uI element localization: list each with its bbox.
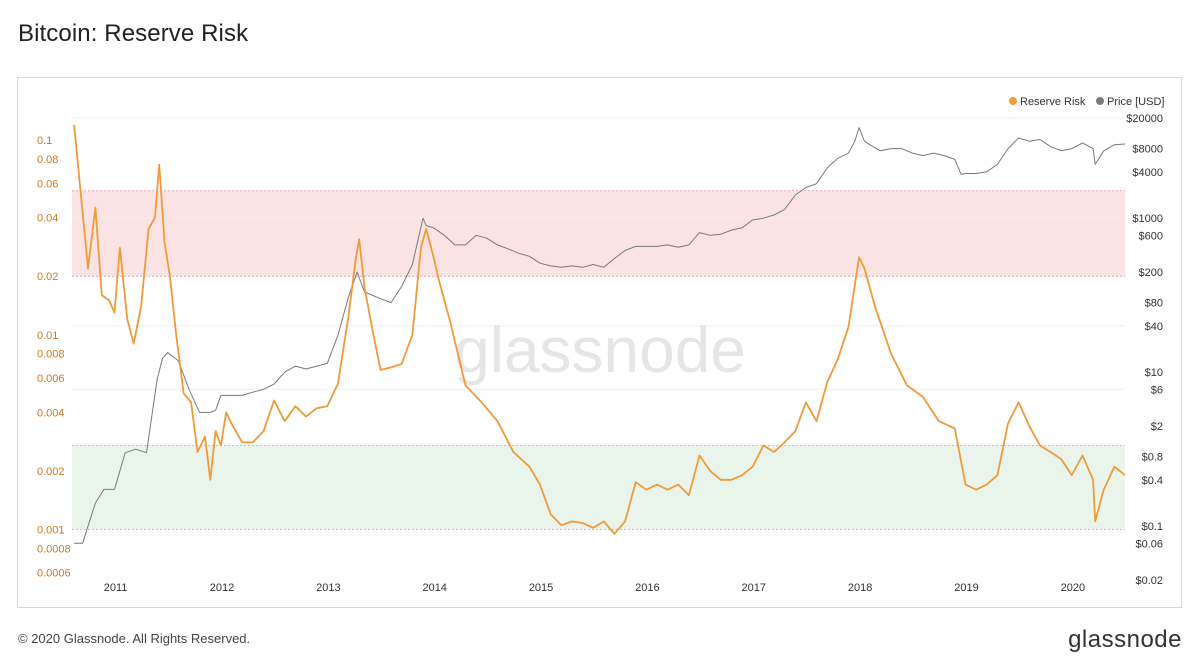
x-tick-label: 2014 (422, 582, 446, 594)
left-tick-label: 0.001 (37, 524, 65, 536)
left-tick-label: 0.06 (37, 178, 58, 190)
x-tick-label: 2017 (742, 582, 766, 594)
right-tick-label: $0.06 (1135, 538, 1163, 550)
right-tick-label: $200 (1139, 267, 1163, 279)
right-tick-label: $600 (1139, 230, 1163, 242)
left-tick-label: 0.1 (37, 135, 52, 147)
price-series-line (74, 127, 1126, 544)
left-tick-label: 0.008 (37, 349, 65, 361)
right-tick-label: $8000 (1132, 144, 1163, 156)
right-tick-label: $1000 (1132, 213, 1163, 225)
legend-price-swatch (1096, 97, 1104, 105)
legend: Reserve Risk Price [USD] (1009, 96, 1164, 108)
x-tick-label: 2016 (635, 582, 659, 594)
gridlines (72, 117, 1125, 527)
left-tick-label: 0.0008 (37, 543, 71, 555)
watermark: glassnode (454, 314, 746, 386)
left-tick-label: 0.08 (37, 154, 58, 166)
left-axis-ticks: 0.1 0.08 0.06 0.04 0.02 0.01 0.008 0.006 0.004 0.… (37, 135, 71, 579)
right-tick-label: $80 (1145, 298, 1163, 310)
left-tick-label: 0.02 (37, 271, 58, 283)
right-tick-label: $10 (1145, 367, 1163, 379)
legend-reserve-risk-swatch (1009, 97, 1017, 105)
right-tick-label: $20000 (1126, 113, 1163, 125)
low-risk-band (72, 445, 1125, 530)
reserve-risk-series-line (73, 124, 1126, 535)
x-tick-label: 2018 (848, 582, 872, 594)
copyright-footer: © 2020 Glassnode. All Rights Reserved. (18, 631, 251, 646)
chart-frame (17, 77, 1182, 608)
right-tick-label: $0.1 (1142, 521, 1163, 533)
right-tick-label: $2 (1151, 421, 1163, 433)
right-tick-label: $6 (1151, 384, 1163, 396)
left-tick-label: 0.04 (37, 213, 58, 225)
right-axis-ticks: $20000 $8000 $4000 $1000 $600 $200 $80 $40 $10 $6… (1126, 113, 1163, 587)
left-tick-label: 0.004 (37, 407, 65, 419)
x-tick-label: 2012 (210, 582, 234, 594)
right-tick-label: $40 (1145, 321, 1163, 333)
page-title: Bitcoin: Reserve Risk (18, 20, 249, 47)
high-risk-band (72, 190, 1125, 277)
x-tick-label: 2013 (316, 582, 340, 594)
legend-reserve-risk-label[interactable]: Reserve Risk (1020, 96, 1086, 108)
legend-price-label[interactable]: Price [USD] (1107, 96, 1164, 108)
x-tick-label: 2020 (1061, 582, 1085, 594)
left-tick-label: 0.01 (37, 330, 58, 342)
left-tick-label: 0.006 (37, 373, 65, 385)
brand-logo-text: glassnode (1068, 626, 1182, 653)
right-tick-label: $0.4 (1142, 475, 1163, 487)
left-tick-label: 0.002 (37, 466, 65, 478)
x-tick-label: 2015 (529, 582, 553, 594)
right-tick-label: $0.02 (1135, 575, 1163, 587)
x-axis-ticks: 2011 2012 2013 2014 2015 2016 2017 2018 2019 2020 (104, 582, 1085, 594)
x-tick-label: 2019 (954, 582, 978, 594)
right-tick-label: $0.8 (1142, 452, 1163, 464)
right-tick-label: $4000 (1132, 167, 1163, 179)
x-tick-label: 2011 (104, 582, 128, 594)
left-tick-label: 0.0006 (37, 568, 71, 580)
risk-bands (72, 190, 1125, 530)
